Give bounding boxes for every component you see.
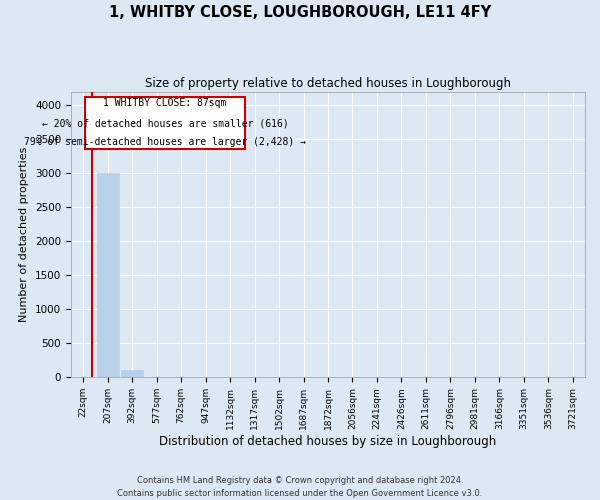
Text: 1 WHITBY CLOSE: 87sqm: 1 WHITBY CLOSE: 87sqm (103, 98, 227, 108)
Bar (121, 370, 143, 377)
Title: Size of property relative to detached houses in Loughborough: Size of property relative to detached ho… (145, 78, 511, 90)
Text: 79% of semi-detached houses are larger (2,428) →: 79% of semi-detached houses are larger (… (24, 138, 306, 147)
FancyBboxPatch shape (85, 97, 245, 150)
Y-axis label: Number of detached properties: Number of detached properties (19, 146, 29, 322)
X-axis label: Distribution of detached houses by size in Loughborough: Distribution of detached houses by size … (160, 434, 497, 448)
Text: Contains HM Land Registry data © Crown copyright and database right 2024.
Contai: Contains HM Land Registry data © Crown c… (118, 476, 482, 498)
Text: 1, WHITBY CLOSE, LOUGHBOROUGH, LE11 4FY: 1, WHITBY CLOSE, LOUGHBOROUGH, LE11 4FY (109, 5, 491, 20)
Text: ← 20% of detached houses are smaller (616): ← 20% of detached houses are smaller (61… (41, 118, 289, 128)
Bar (97, 173, 119, 377)
